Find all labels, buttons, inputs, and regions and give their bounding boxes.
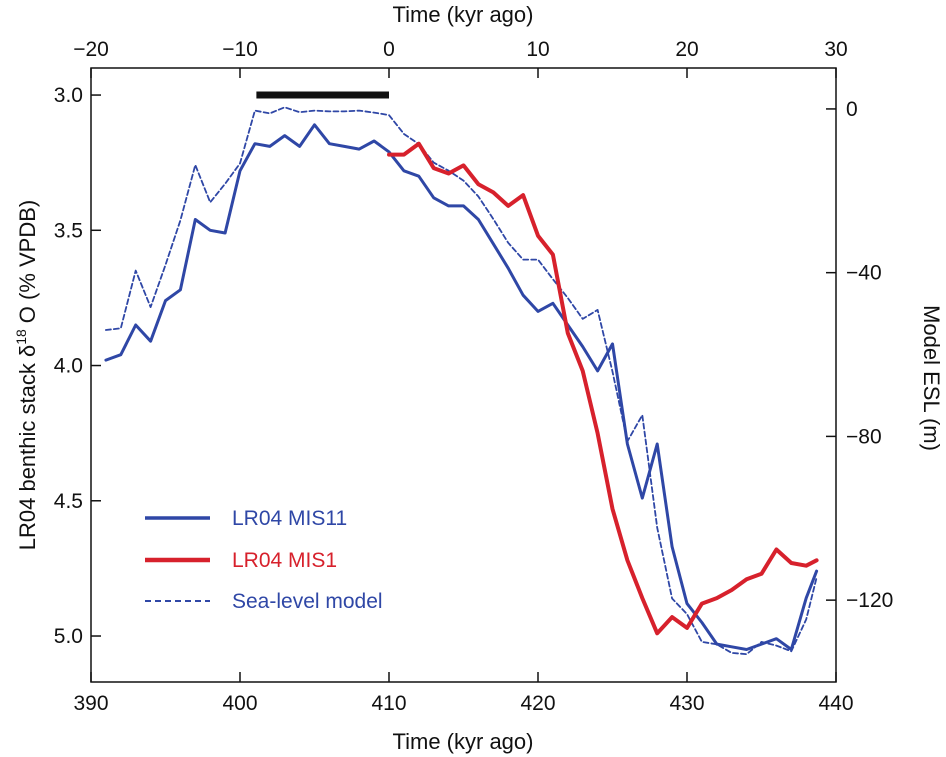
legend: LR04 MIS11 LR04 MIS1 Sea-level model xyxy=(145,507,383,613)
x-top-tick-label: 30 xyxy=(824,38,847,61)
x-axis-title-bottom: Time (kyr ago) xyxy=(393,729,534,754)
left-axis-ticks: 3.0 3.5 4.0 4.5 5.0 xyxy=(54,84,101,648)
y-left-tick-label: 3.5 xyxy=(54,219,83,242)
x-bottom-tick-label: 420 xyxy=(520,692,555,715)
y-left-tick-label: 5.0 xyxy=(54,625,83,648)
bottom-axis-ticks: 390 400 410 420 430 440 xyxy=(73,672,854,715)
y-right-tick-label: −40 xyxy=(846,262,882,285)
series-layer xyxy=(104,106,819,656)
x-bottom-tick-label: 410 xyxy=(371,692,406,715)
series-line-lr04-mis11 xyxy=(104,123,819,651)
x-axis-title-top: Time (kyr ago) xyxy=(393,2,534,27)
plot-frame xyxy=(90,67,837,683)
y-right-tick-label: −120 xyxy=(846,589,893,612)
series-line-sea-level-model xyxy=(105,106,818,656)
x-bottom-tick-label: 390 xyxy=(73,692,108,715)
x-top-tick-label: 0 xyxy=(383,38,395,61)
x-bottom-tick-label: 400 xyxy=(222,692,257,715)
y-right-tick-label: 0 xyxy=(846,98,858,121)
right-axis-ticks: 0 −40 −80 −120 xyxy=(826,98,893,612)
top-axis-ticks: −20 −10 0 10 20 30 xyxy=(73,38,848,78)
x-top-tick-label: −10 xyxy=(222,38,258,61)
y-left-tick-label: 4.5 xyxy=(54,490,83,513)
y-right-tick-label: −80 xyxy=(846,425,882,448)
x-top-tick-label: −20 xyxy=(73,38,109,61)
y-axis-title-right: Model ESL (m) xyxy=(919,305,944,451)
series-line-lr04-mis1 xyxy=(387,141,819,636)
x-top-tick-label: 20 xyxy=(675,38,698,61)
y-left-tick-label: 3.0 xyxy=(54,84,83,107)
x-bottom-tick-label: 440 xyxy=(818,692,853,715)
x-bottom-tick-label: 430 xyxy=(669,692,704,715)
x-top-tick-label: 10 xyxy=(526,38,549,61)
legend-label-sea-level-model: Sea-level model xyxy=(232,590,383,613)
y-left-tick-label: 4.0 xyxy=(54,355,83,378)
legend-label-mis11: LR04 MIS11 xyxy=(232,507,347,530)
legend-label-mis1: LR04 MIS1 xyxy=(232,549,337,572)
y-axis-title-left: LR04 benthic stack δ18O (% VPDB) xyxy=(13,200,40,551)
